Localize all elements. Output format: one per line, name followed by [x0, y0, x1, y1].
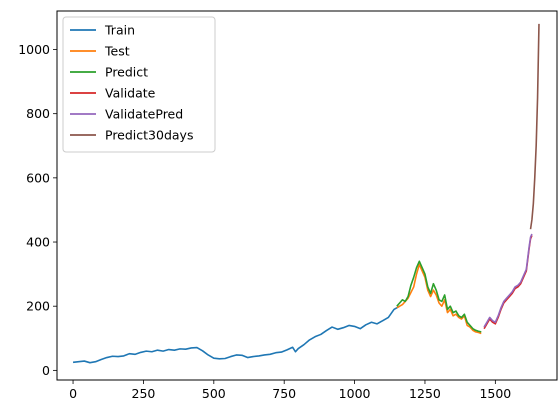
series-line-validatepred: [483, 233, 533, 328]
legend-label-validate: Validate: [105, 86, 156, 101]
x-tick-label: 1000: [339, 386, 371, 401]
legend-box: [62, 16, 216, 153]
x-tick-label: 1500: [479, 386, 511, 401]
legend-label-predict: Predict: [105, 65, 148, 80]
x-tick-label: 1250: [409, 386, 441, 401]
legend-label-validatepred: ValidatePred: [105, 107, 183, 122]
series-line-predict: [396, 260, 482, 333]
x-tick-label: 500: [202, 386, 226, 401]
series-line-predict30days: [529, 23, 540, 230]
y-tick-label: 600: [26, 170, 50, 185]
x-tick-label: 0: [69, 386, 77, 401]
x-tick-label: 250: [132, 386, 156, 401]
legend-label-predict30days: Predict30days: [105, 128, 193, 143]
x-tick-label: 750: [272, 386, 296, 401]
series-line-train: [72, 305, 401, 364]
y-axis: 0 200 400 600 800 1000: [18, 42, 57, 378]
legend: Train Test Predict Validate ValidatePred Pred…: [62, 16, 216, 153]
x-axis: 0 250 500 750 1000 1250 1500: [69, 380, 511, 401]
series-line-test: [396, 263, 482, 335]
y-tick-label: 200: [26, 299, 50, 314]
y-tick-label: 1000: [18, 42, 50, 57]
y-tick-label: 800: [26, 106, 50, 121]
legend-label-train: Train: [104, 23, 135, 38]
y-tick-label: 0: [42, 363, 50, 378]
series-layer: [72, 23, 540, 364]
legend-label-test: Test: [104, 44, 130, 59]
y-tick-label: 400: [26, 235, 50, 250]
